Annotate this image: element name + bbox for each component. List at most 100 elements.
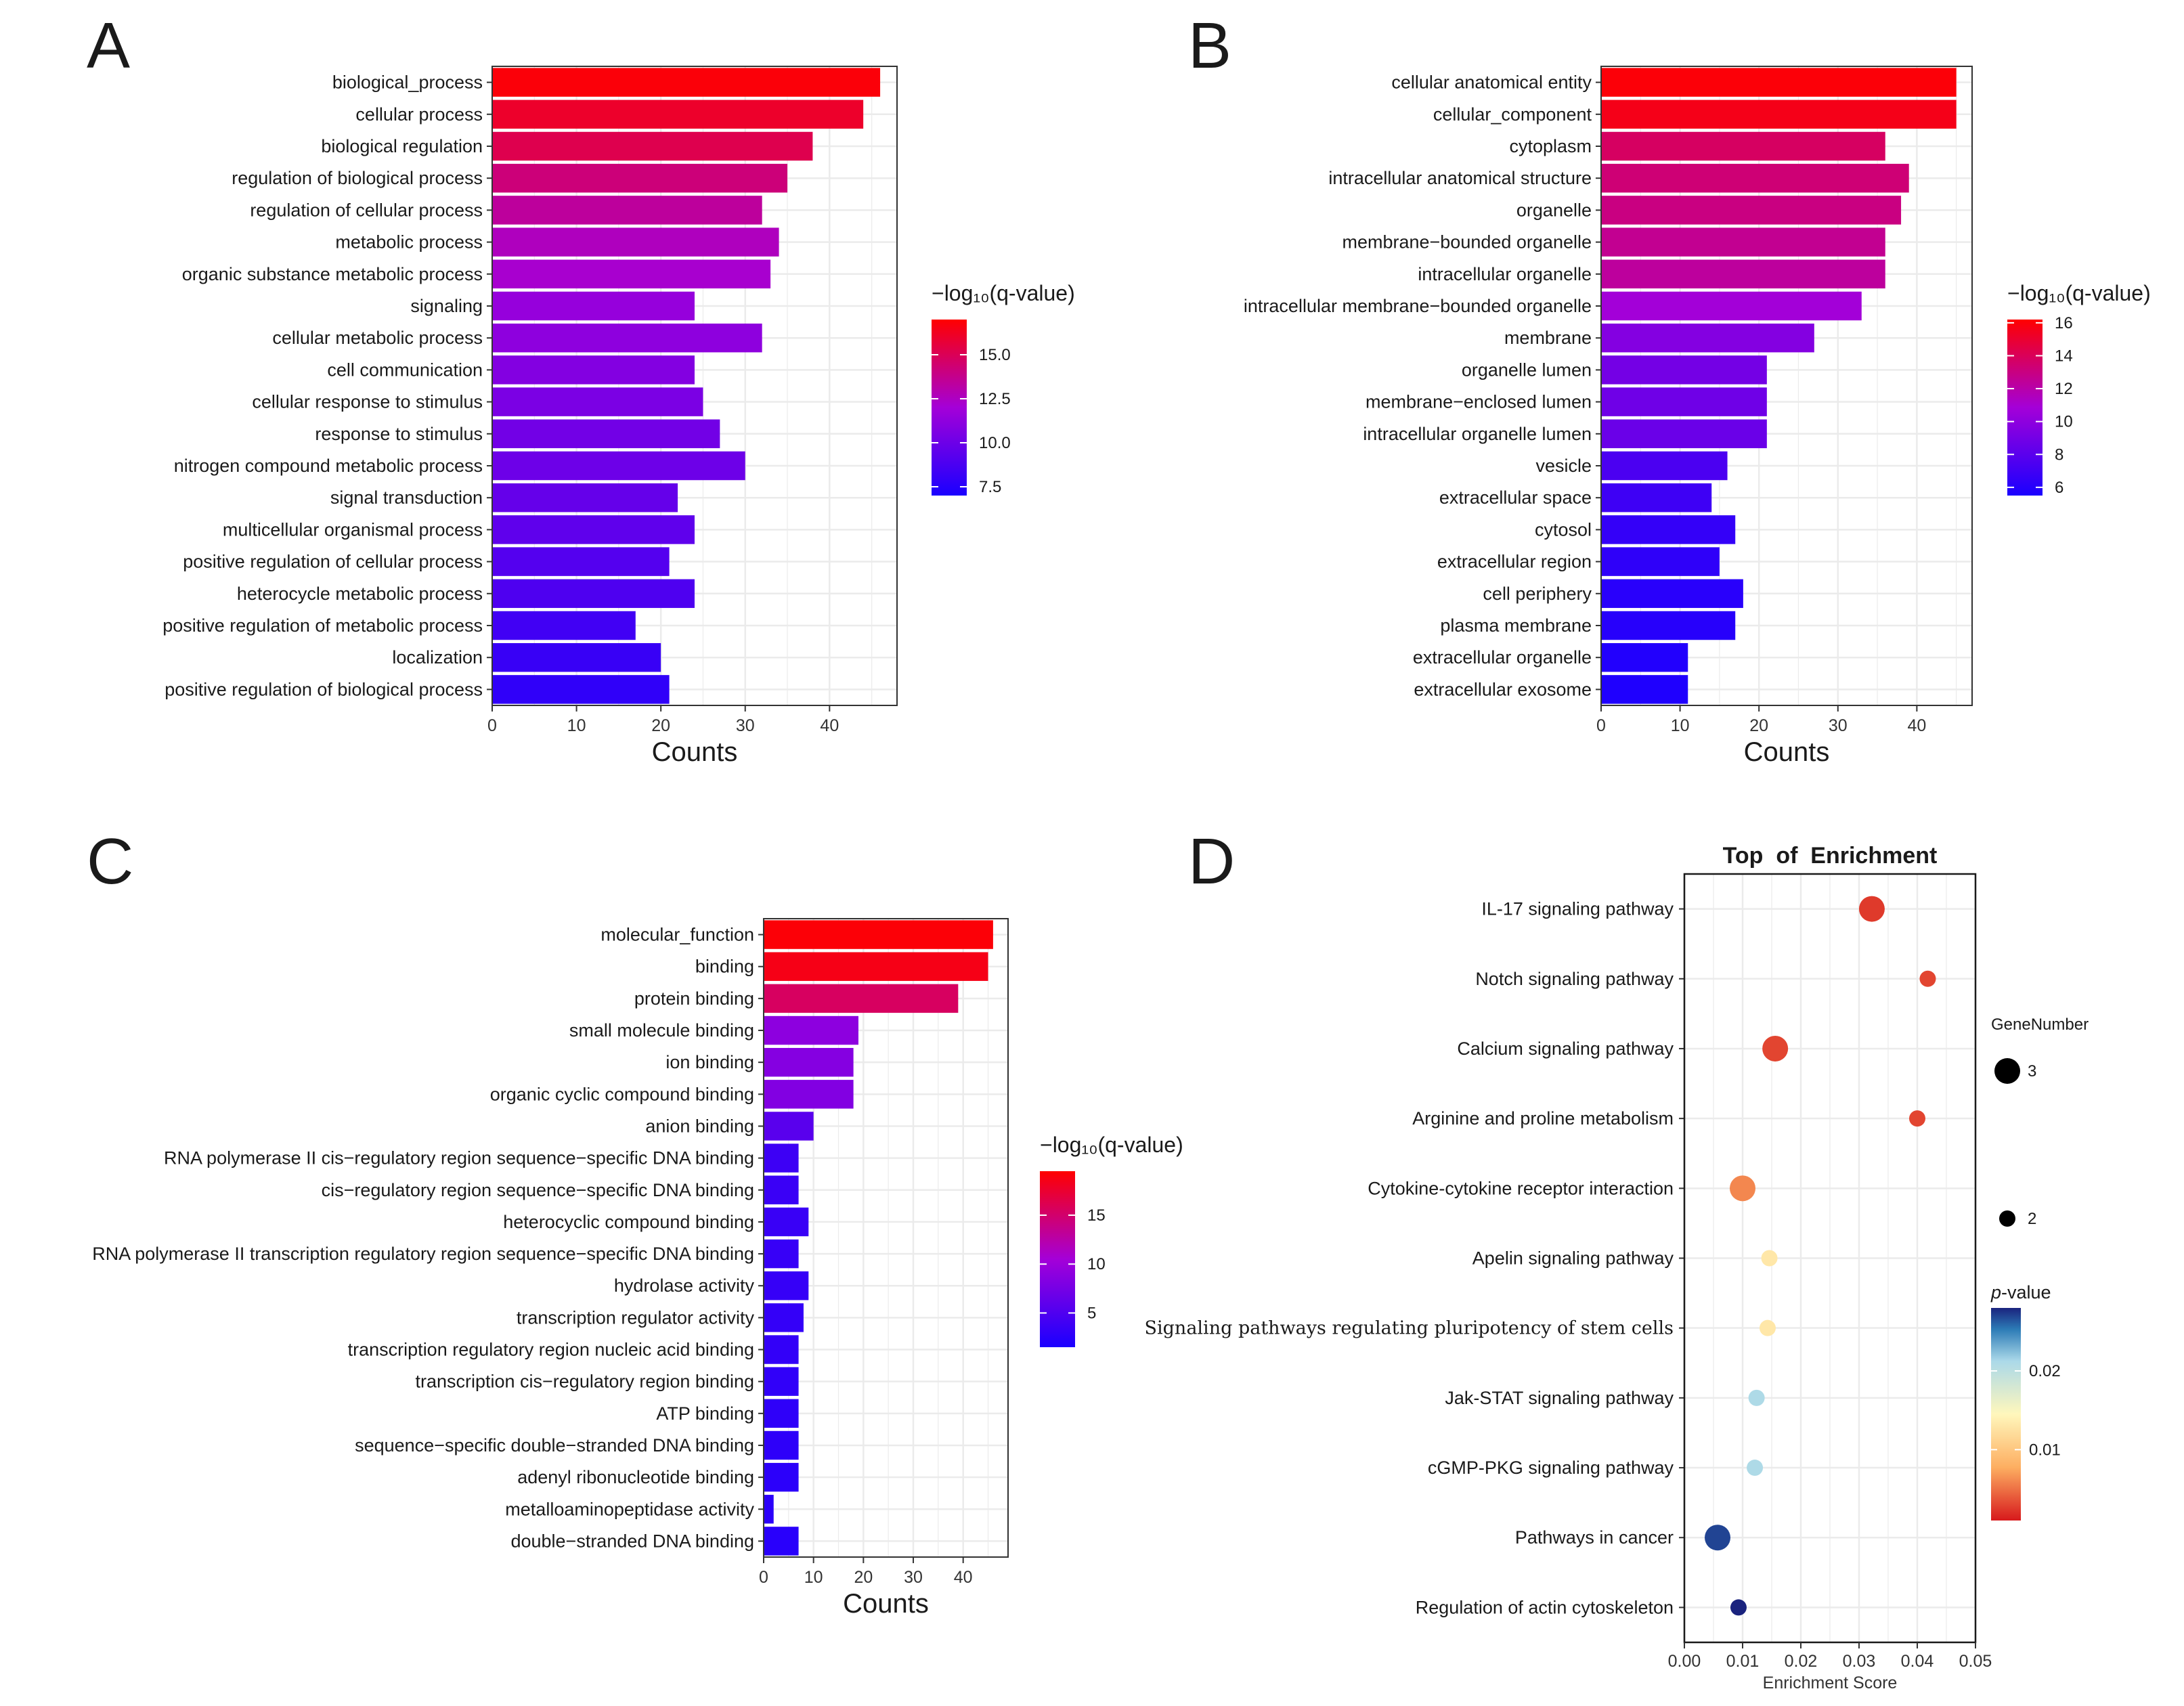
category-label: organelle: [1516, 200, 1592, 220]
legend-title: −log₁₀(q-value): [1040, 1133, 1183, 1157]
category-label: Cytokine-cytokine receptor interaction: [1368, 1178, 1674, 1198]
legend-tick-label: 8: [2055, 445, 2063, 464]
bar: [764, 1335, 799, 1364]
data-point: [1730, 1599, 1747, 1616]
category-label: cellular metabolic process: [272, 328, 483, 348]
category-label: positive regulation of cellular process: [183, 552, 483, 572]
bar: [1601, 611, 1736, 640]
category-label: transcription cis−regulatory region bind…: [415, 1372, 754, 1392]
category-label: membrane−enclosed lumen: [1366, 392, 1592, 412]
bar: [1601, 68, 1957, 97]
bar: [764, 1430, 799, 1460]
legend-colorbar: [2007, 320, 2043, 496]
category-label: organic substance metabolic process: [182, 264, 483, 284]
bar: [492, 387, 703, 416]
category-label: metalloaminopeptidase activity: [505, 1499, 754, 1519]
bar: [492, 196, 762, 225]
x-tick-label: 0.04: [1901, 1652, 1934, 1671]
bar: [764, 1047, 854, 1077]
bar: [1601, 451, 1728, 481]
bar: [492, 547, 670, 576]
bar: [764, 1527, 799, 1556]
legend-tick-label: 5: [1087, 1304, 1096, 1322]
category-label: vesicle: [1535, 456, 1592, 476]
bar: [492, 419, 720, 449]
x-tick-label: 0: [759, 1568, 768, 1587]
legend-colorbar: [932, 320, 967, 496]
p-value-tick-label: 0.02: [2029, 1362, 2061, 1380]
bar: [764, 952, 988, 981]
bar: [764, 1462, 799, 1492]
bar: [1601, 291, 1862, 321]
x-tick-label: 10: [804, 1568, 823, 1587]
bar: [492, 451, 745, 481]
category-label: regulation of cellular process: [250, 200, 483, 220]
bar: [492, 227, 779, 257]
size-legend-label: 3: [2028, 1062, 2036, 1080]
x-tick-label: 20: [651, 716, 670, 735]
bar: [764, 1143, 799, 1173]
category-label: double−stranded DNA binding: [510, 1531, 754, 1551]
legend-title: −log₁₀(q-value): [932, 281, 1075, 305]
bar: [1601, 131, 1885, 161]
category-label: binding: [695, 957, 754, 977]
category-label: biological_process: [332, 72, 483, 93]
category-label: sequence−specific double−stranded DNA bi…: [355, 1435, 754, 1456]
category-label: RNA polymerase II cis−regulatory region …: [164, 1148, 754, 1168]
legend-tick-label: 10.0: [979, 434, 1011, 452]
data-point: [1705, 1525, 1731, 1551]
bar: [1601, 675, 1688, 704]
x-tick-label: 0.01: [1726, 1652, 1760, 1671]
category-label: extracellular region: [1437, 552, 1592, 572]
chart-title: Top of Enrichment: [1723, 843, 1938, 869]
bar: [764, 1207, 809, 1237]
bar: [1601, 579, 1743, 609]
category-label: positive regulation of biological proces…: [165, 679, 483, 699]
category-label: organelle lumen: [1462, 359, 1592, 380]
bar: [764, 920, 993, 949]
category-label: organic cyclic compound binding: [490, 1084, 754, 1104]
bar: [764, 1271, 809, 1300]
bar: [764, 1399, 799, 1428]
bar: [1601, 419, 1767, 449]
plot-frame: [1683, 873, 1977, 1644]
x-tick-label: 0.00: [1668, 1652, 1701, 1671]
bar: [1601, 259, 1885, 289]
legend-tick-label: 16: [2055, 314, 2073, 332]
x-tick-label: 40: [1907, 716, 1926, 735]
category-label: cellular anatomical entity: [1391, 72, 1592, 93]
x-tick-label: 0.05: [1959, 1652, 1992, 1671]
bar: [492, 675, 670, 704]
bar: [492, 483, 678, 512]
bar: [492, 515, 695, 544]
data-point: [1762, 1035, 1789, 1062]
x-tick-label: 30: [904, 1568, 923, 1587]
category-label: Signaling pathways regulating pluripoten…: [1145, 1318, 1674, 1339]
x-tick-label: 20: [1749, 716, 1768, 735]
bar: [1601, 547, 1720, 576]
panel-d-enrichment-dot-plot: IL-17 signaling pathway Notch signaling p…: [1145, 843, 2089, 1692]
bar: [492, 323, 762, 353]
category-label: cytosol: [1535, 519, 1592, 540]
category-label: heterocyclic compound binding: [503, 1212, 754, 1232]
category-label: protein binding: [634, 988, 754, 1009]
category-label: ion binding: [665, 1052, 754, 1072]
category-label: transcription regulatory region nucleic …: [348, 1340, 754, 1360]
bar: [764, 1080, 854, 1109]
p-value-tick-label: 0.01: [2029, 1441, 2061, 1459]
size-legend-title: GeneNumber: [1991, 1015, 2089, 1034]
bar: [492, 163, 788, 193]
x-tick-label: 10: [567, 716, 586, 735]
bar: [1601, 163, 1909, 193]
plot-frame: [1600, 66, 1973, 706]
category-label: small molecule binding: [569, 1020, 754, 1041]
data-point: [1759, 1319, 1776, 1336]
category-label: hydrolase activity: [614, 1275, 755, 1296]
category-label: Apelin signaling pathway: [1472, 1248, 1674, 1269]
p-value-colorbar: [1991, 1308, 2021, 1521]
x-tick-label: 0: [487, 716, 497, 735]
size-legend-dot: [1994, 1058, 2020, 1084]
bar: [492, 68, 881, 97]
category-label: Jak-STAT signaling pathway: [1445, 1388, 1674, 1408]
